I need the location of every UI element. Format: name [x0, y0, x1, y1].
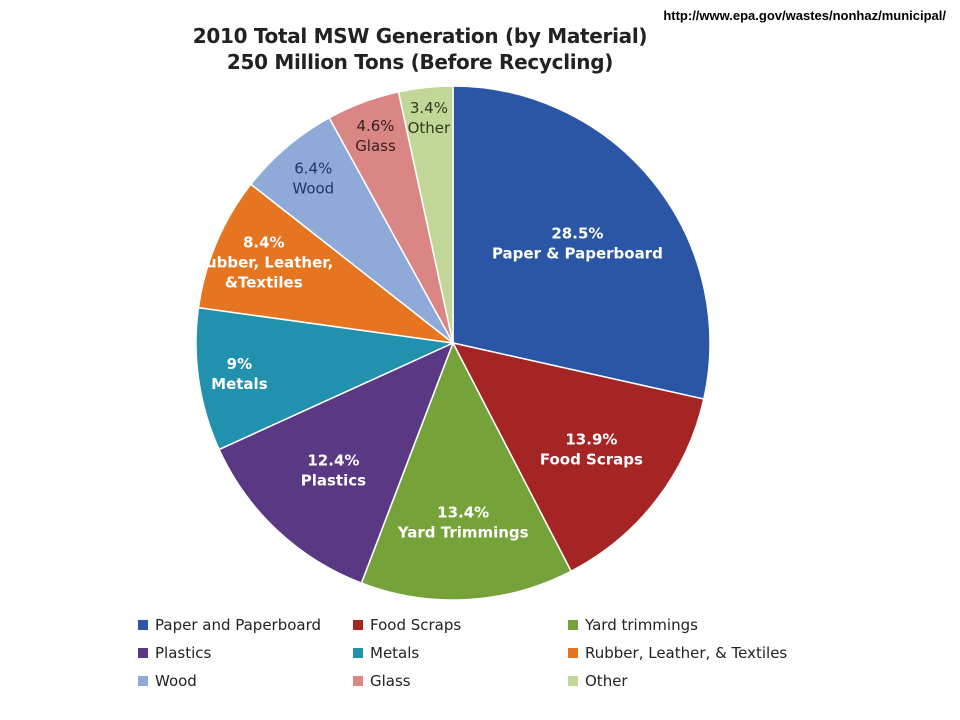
pie-slice-rubber-leather — [197, 183, 456, 345]
source-url: http://www.epa.gov/wastes/nonhaz/municip… — [663, 8, 946, 23]
slice-data-label: 9% — [227, 355, 252, 373]
pie-slice-paper-paperboard — [452, 85, 711, 400]
slice-data-label: Metals — [211, 375, 268, 393]
slice-data-label: 8.4% — [243, 234, 285, 252]
legend-label: Rubber, Leather, & Textiles — [585, 644, 788, 662]
slice-data-label: Other — [408, 119, 451, 137]
slice-data-label: &Textiles — [225, 274, 303, 292]
slice-data-label: 6.4% — [294, 159, 332, 177]
slice-data-label: Plastics — [301, 471, 366, 489]
legend-label: Metals — [370, 644, 420, 662]
legend-swatch — [568, 676, 578, 686]
legend-label: Glass — [370, 672, 411, 690]
slice-data-label: Glass — [355, 137, 396, 155]
legend-swatch — [353, 648, 363, 658]
pie-slice-food-scraps — [451, 341, 705, 573]
legend-swatch — [568, 648, 578, 658]
slice-data-label: Paper & Paperboard — [492, 244, 663, 262]
legend-label: Other — [585, 672, 628, 690]
chart-title: 2010 Total MSW Generation (by Material) — [192, 24, 648, 48]
slice-data-label: 3.4% — [410, 99, 448, 117]
legend-item: Yard trimmings — [568, 614, 818, 636]
legend-item: Glass — [353, 670, 568, 692]
legend-item: Food Scraps — [353, 614, 568, 636]
legend-swatch — [138, 620, 148, 630]
legend-swatch — [138, 676, 148, 686]
legend-label: Wood — [155, 672, 197, 690]
legend-item: Wood — [138, 670, 353, 692]
slice-data-label: 13.9% — [565, 431, 617, 449]
pie-slice-yard-trimmings — [360, 341, 573, 601]
pie-slice-plastics — [218, 341, 455, 585]
slice-data-label: 28.5% — [551, 224, 603, 242]
legend-label: Paper and Paperboard — [155, 616, 322, 634]
chart-legend: Paper and Paperboard Food Scraps Yard trim… — [138, 614, 818, 692]
legend-item: Plastics — [138, 642, 353, 664]
slice-data-label: Rubber, Leather, — [194, 254, 333, 272]
chart-subtitle: 250 Million Tons (Before Recycling) — [226, 50, 614, 74]
legend-swatch — [353, 620, 363, 630]
legend-swatch — [353, 676, 363, 686]
slice-data-label: Yard Trimmings — [397, 524, 529, 542]
slice-data-label: Food Scraps — [540, 451, 643, 469]
slice-data-label: 4.6% — [356, 117, 394, 135]
pie-slice-other — [397, 85, 454, 344]
legend-swatch — [568, 620, 578, 630]
slice-data-label: 12.4% — [307, 451, 359, 469]
pie-slice-metals — [195, 306, 456, 451]
slice-data-label: 13.4% — [437, 504, 489, 522]
legend-item: Metals — [353, 642, 568, 664]
legend-label: Yard trimmings — [585, 616, 698, 634]
slice-data-label: Wood — [292, 179, 334, 197]
legend-item: Other — [568, 670, 818, 692]
legend-label: Plastics — [155, 644, 212, 662]
legend-item: Rubber, Leather, & Textiles — [568, 642, 818, 664]
legend-swatch — [138, 648, 148, 658]
legend-label: Food Scraps — [370, 616, 462, 634]
legend-item: Paper and Paperboard — [138, 614, 353, 636]
